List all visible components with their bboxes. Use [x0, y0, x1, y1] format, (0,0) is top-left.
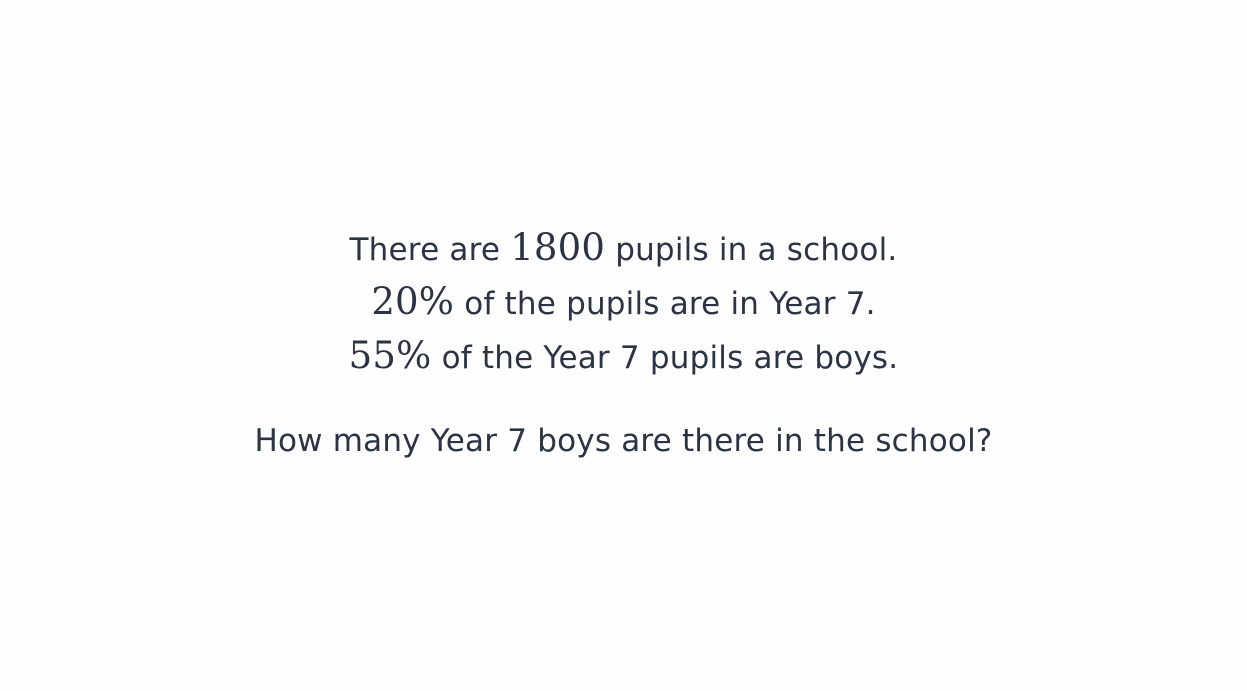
- statement-line-boys-percent: 55% of the Year 7 pupils are boys.: [0, 330, 1247, 384]
- question-text: How many Year 7 boys are there in the sc…: [254, 423, 993, 459]
- statement-text: There are: [349, 232, 511, 268]
- problem-statement: There are 1800 pupils in a school. 20% o…: [0, 222, 1247, 384]
- statement-line-year7-percent: 20% of the pupils are in Year 7.: [0, 276, 1247, 330]
- statement-text: of the Year 7 pupils are boys.: [431, 340, 899, 376]
- statement-text: of the pupils are in Year 7.: [454, 286, 876, 322]
- math-value-boys-percent: 55%: [348, 334, 432, 377]
- math-value-year7-percent: 20%: [371, 280, 455, 323]
- math-value-total-pupils: 1800: [510, 226, 606, 269]
- statement-line-total-pupils: There are 1800 pupils in a school.: [0, 222, 1247, 276]
- statement-text: pupils in a school.: [605, 232, 898, 268]
